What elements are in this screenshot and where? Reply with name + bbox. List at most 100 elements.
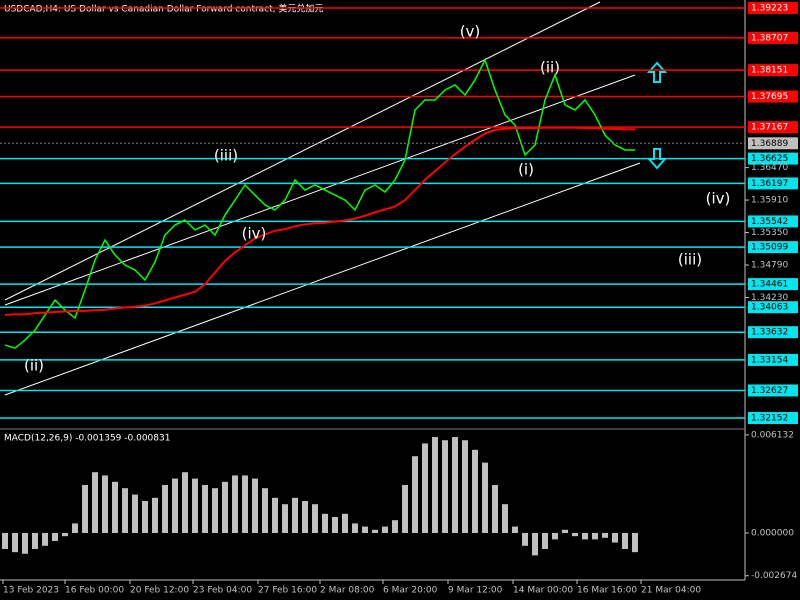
channel-line xyxy=(4,1,601,301)
macd-bar xyxy=(572,532,578,537)
level-label-box xyxy=(748,90,798,103)
level-label: 1.36197 xyxy=(751,179,788,189)
macd-bar xyxy=(312,504,318,533)
macd-bar xyxy=(222,481,228,533)
macd-bar xyxy=(342,513,348,533)
level-label: 1.35099 xyxy=(751,243,788,253)
level-label: 1.34063 xyxy=(751,303,788,313)
y-tick-label: 1.36470 xyxy=(751,163,788,173)
macd-bar xyxy=(602,532,608,538)
level-label-box xyxy=(748,64,798,77)
macd-bar xyxy=(432,437,438,533)
macd-bar xyxy=(582,532,588,540)
macd-bar xyxy=(202,485,208,533)
macd-bar xyxy=(332,516,338,533)
macd-bar xyxy=(12,532,18,553)
macd-bar xyxy=(22,532,28,554)
level-label: 1.37167 xyxy=(751,123,788,133)
level-label: 1.34461 xyxy=(751,280,788,290)
time-label: 16 Feb 00:00 xyxy=(65,586,124,596)
macd-bar xyxy=(382,526,388,533)
level-label: 1.39223 xyxy=(751,3,788,13)
macd-bar xyxy=(232,475,238,533)
level-label-box xyxy=(748,121,798,134)
time-label: 9 Mar 12:00 xyxy=(448,586,503,596)
macd-bar xyxy=(542,532,548,549)
macd-title: MACD(12,26,9) -0.001359 -0.000831 xyxy=(4,434,170,444)
macd-bar xyxy=(422,443,428,533)
macd-bar xyxy=(412,456,418,533)
current-price-box xyxy=(748,137,798,150)
level-label-box xyxy=(748,1,798,14)
level-label: 1.33632 xyxy=(751,328,788,338)
level-label: 1.35542 xyxy=(751,217,788,227)
macd-bar xyxy=(182,472,188,533)
macd-bar xyxy=(212,488,218,533)
macd-bar xyxy=(2,532,8,549)
macd-bar xyxy=(482,462,488,533)
macd-bar xyxy=(522,532,528,546)
macd-bar xyxy=(492,485,498,533)
time-label: 16 Mar 16:00 xyxy=(577,586,637,596)
macd-bar xyxy=(152,497,158,533)
y-tick-label: 0.006132 xyxy=(751,430,794,440)
price-line xyxy=(4,58,635,349)
level-label-box xyxy=(748,353,798,366)
level-label-box xyxy=(748,241,798,254)
time-label: 20 Feb 12:00 xyxy=(130,586,189,596)
y-tick-label: 1.34230 xyxy=(751,293,788,303)
macd-bar xyxy=(592,532,598,540)
macd-bar xyxy=(132,494,138,533)
macd-bar xyxy=(302,501,308,533)
macd-bar xyxy=(32,532,38,549)
macd-bar xyxy=(282,504,288,533)
level-label-box xyxy=(748,215,798,228)
level-label: 1.32152 xyxy=(751,414,788,424)
time-label: 27 Feb 16:00 xyxy=(258,586,317,596)
macd-bar xyxy=(392,520,398,533)
up-arrow xyxy=(646,61,668,83)
y-tick-label: -0.002674 xyxy=(751,571,797,581)
macd-bar xyxy=(162,485,168,533)
time-label: 13 Feb 2023 xyxy=(3,586,59,596)
level-label: 1.32627 xyxy=(751,386,788,396)
macd-bar xyxy=(82,485,88,533)
wave-label: (i) xyxy=(518,161,534,179)
level-label-box xyxy=(748,31,798,44)
wave-label: (iv) xyxy=(242,225,267,243)
macd-bar xyxy=(262,488,268,533)
macd-bar xyxy=(612,532,618,543)
wave-label: (v) xyxy=(460,23,481,41)
macd-bar xyxy=(42,532,48,546)
macd-bar xyxy=(512,526,518,533)
level-label: 1.36625 xyxy=(751,154,788,164)
y-tick-label: 1.35910 xyxy=(751,196,788,206)
level-label-box xyxy=(748,412,798,425)
macd-bar xyxy=(442,440,448,533)
macd-bar xyxy=(142,501,148,533)
level-label-box xyxy=(748,278,798,291)
macd-bar xyxy=(362,526,368,533)
level-label: 1.33154 xyxy=(751,355,788,365)
level-label-box xyxy=(748,384,798,397)
macd-bar xyxy=(472,449,478,533)
time-label: 21 Mar 04:00 xyxy=(641,586,701,596)
macd-bar xyxy=(352,523,358,533)
wave-label: (iii) xyxy=(678,251,702,269)
level-label: 1.37695 xyxy=(751,92,788,102)
macd-bar xyxy=(372,529,378,533)
level-label-box xyxy=(748,177,798,190)
channel-line xyxy=(4,74,636,306)
wave-label: (ii) xyxy=(540,59,560,77)
time-label: 6 Mar 20:00 xyxy=(383,586,438,596)
time-label: 14 Mar 00:00 xyxy=(513,586,573,596)
macd-bar xyxy=(192,478,198,533)
macd-bar xyxy=(52,532,58,541)
macd-bar xyxy=(452,437,458,533)
macd-bar xyxy=(72,523,78,533)
wave-label: (iv) xyxy=(706,190,731,208)
macd-bar xyxy=(242,475,248,533)
macd-bar xyxy=(292,497,298,533)
macd-bar xyxy=(402,485,408,533)
